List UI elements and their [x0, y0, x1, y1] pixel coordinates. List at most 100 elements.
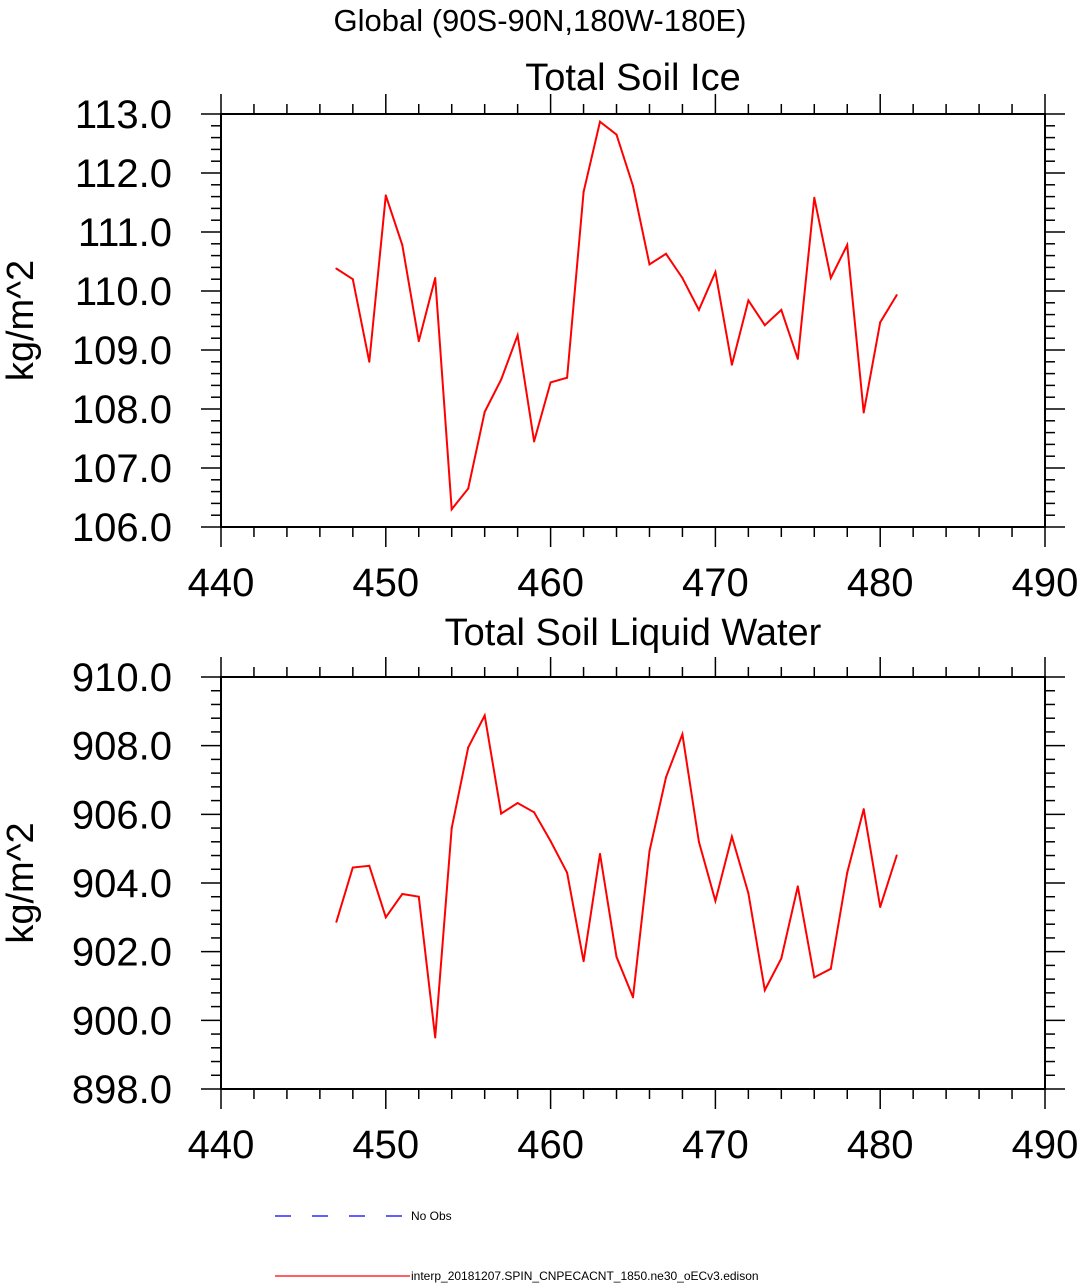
- data-point: [763, 989, 766, 992]
- data-point: [879, 321, 882, 324]
- data-point: [714, 271, 717, 274]
- data-point: [467, 746, 470, 749]
- data-point: [862, 808, 865, 811]
- data-point: [895, 854, 898, 857]
- data-point: [632, 184, 634, 187]
- y-tick-label: 908.0: [72, 725, 172, 769]
- data-point: [500, 812, 503, 815]
- data-point: [582, 190, 585, 193]
- series-line: [335, 119, 898, 512]
- data-point: [384, 194, 387, 197]
- plot-frame: [220, 676, 1046, 1090]
- data-point: [681, 733, 684, 736]
- data-point: [846, 871, 849, 874]
- data-point: [895, 294, 898, 297]
- data-point: [780, 957, 783, 960]
- data-point: [780, 308, 783, 311]
- data-point: [615, 133, 618, 136]
- series-line: [335, 712, 898, 1038]
- data-point: [730, 363, 733, 366]
- data-point: [648, 850, 651, 853]
- plot-frame: [220, 113, 1046, 528]
- data-point: [664, 776, 667, 779]
- data-point: [813, 196, 816, 199]
- data-point: [582, 960, 585, 963]
- legend: No Obs interp_20181207.SPIN_CNPECACNT_18…: [275, 1209, 759, 1283]
- y-tick-label: 906.0: [72, 793, 172, 837]
- data-point: [549, 840, 552, 843]
- data-point: [434, 277, 437, 280]
- data-point: [566, 871, 569, 874]
- x-tick-label: 480: [847, 561, 914, 605]
- data-point: [862, 411, 865, 414]
- data-point: [335, 267, 338, 270]
- data-point: [434, 1036, 437, 1039]
- y-tick-label: 113.0: [75, 93, 172, 137]
- data-point: [747, 892, 750, 895]
- data-point: [697, 840, 700, 843]
- data-point: [879, 906, 882, 909]
- chart-title: Total Soil Liquid Water: [445, 612, 822, 654]
- data-point: [697, 308, 700, 311]
- data-point: [516, 802, 519, 805]
- data-point: [549, 381, 552, 384]
- x-tick-label: 460: [517, 561, 584, 605]
- data-point: [533, 440, 536, 443]
- y-tick-label: 898.0: [72, 1068, 172, 1112]
- figure-title: Global (90S-90N,180W-180E): [334, 3, 747, 38]
- data-point: [566, 376, 569, 379]
- panel-total-soil-liquid-water: Total Soil Liquid Water kg/m^2 440 450 460 47…: [0, 612, 1078, 1167]
- data-point: [730, 835, 733, 838]
- x-tick-label: 440: [188, 561, 255, 605]
- x-tick-label: 440: [188, 1123, 255, 1167]
- data-point: [599, 852, 602, 855]
- data-point: [664, 252, 667, 255]
- data-point: [714, 899, 717, 902]
- data-point: [648, 263, 651, 266]
- data-point: [615, 955, 618, 958]
- y-axis-label: kg/m^2: [0, 822, 42, 943]
- y-tick-label: 106.0: [72, 506, 172, 550]
- y-tick-label: 910.0: [72, 656, 172, 700]
- x-tick-label: 480: [847, 1123, 914, 1167]
- x-tick-label: 470: [682, 1123, 749, 1167]
- data-point: [796, 885, 799, 888]
- x-tick-label: 470: [682, 561, 749, 605]
- data-point: [368, 864, 371, 867]
- data-point: [368, 360, 371, 363]
- data-point: [846, 243, 849, 246]
- y-tick-label: 107.0: [72, 447, 172, 491]
- data-point: [384, 916, 387, 919]
- data-point: [483, 714, 486, 717]
- y-tick-label: 108.0: [72, 388, 172, 432]
- data-point: [500, 378, 503, 381]
- data-point: [829, 967, 832, 970]
- data-point: [632, 996, 634, 999]
- data-point: [351, 278, 354, 281]
- data-point: [813, 976, 816, 979]
- data-point: [747, 299, 750, 302]
- y-tick-label: 109.0: [72, 329, 172, 373]
- chart-title: Total Soil Ice: [525, 57, 740, 99]
- x-tick-label: 490: [1012, 561, 1079, 605]
- x-tick-label: 450: [352, 561, 419, 605]
- data-point: [599, 120, 602, 123]
- data-point: [417, 340, 420, 343]
- data-point: [796, 357, 799, 360]
- y-tick-label: 900.0: [72, 999, 172, 1043]
- data-point: [829, 277, 832, 280]
- data-point: [483, 410, 486, 413]
- x-tick-label: 490: [1012, 1123, 1079, 1167]
- y-axis-label: kg/m^2: [0, 260, 42, 381]
- data-point: [351, 866, 354, 869]
- y-tick-label: 111.0: [78, 211, 172, 255]
- x-tick-label: 450: [352, 1123, 419, 1167]
- y-tick-label: 904.0: [72, 862, 172, 906]
- panel-total-soil-ice: Total Soil Ice kg/m^2 440 450 460 470 480 490 10…: [0, 57, 1078, 605]
- data-point: [533, 811, 536, 814]
- data-point: [450, 508, 453, 511]
- legend-label-no-obs: No Obs: [411, 1209, 452, 1223]
- data-point: [516, 334, 519, 337]
- data-point: [763, 324, 766, 327]
